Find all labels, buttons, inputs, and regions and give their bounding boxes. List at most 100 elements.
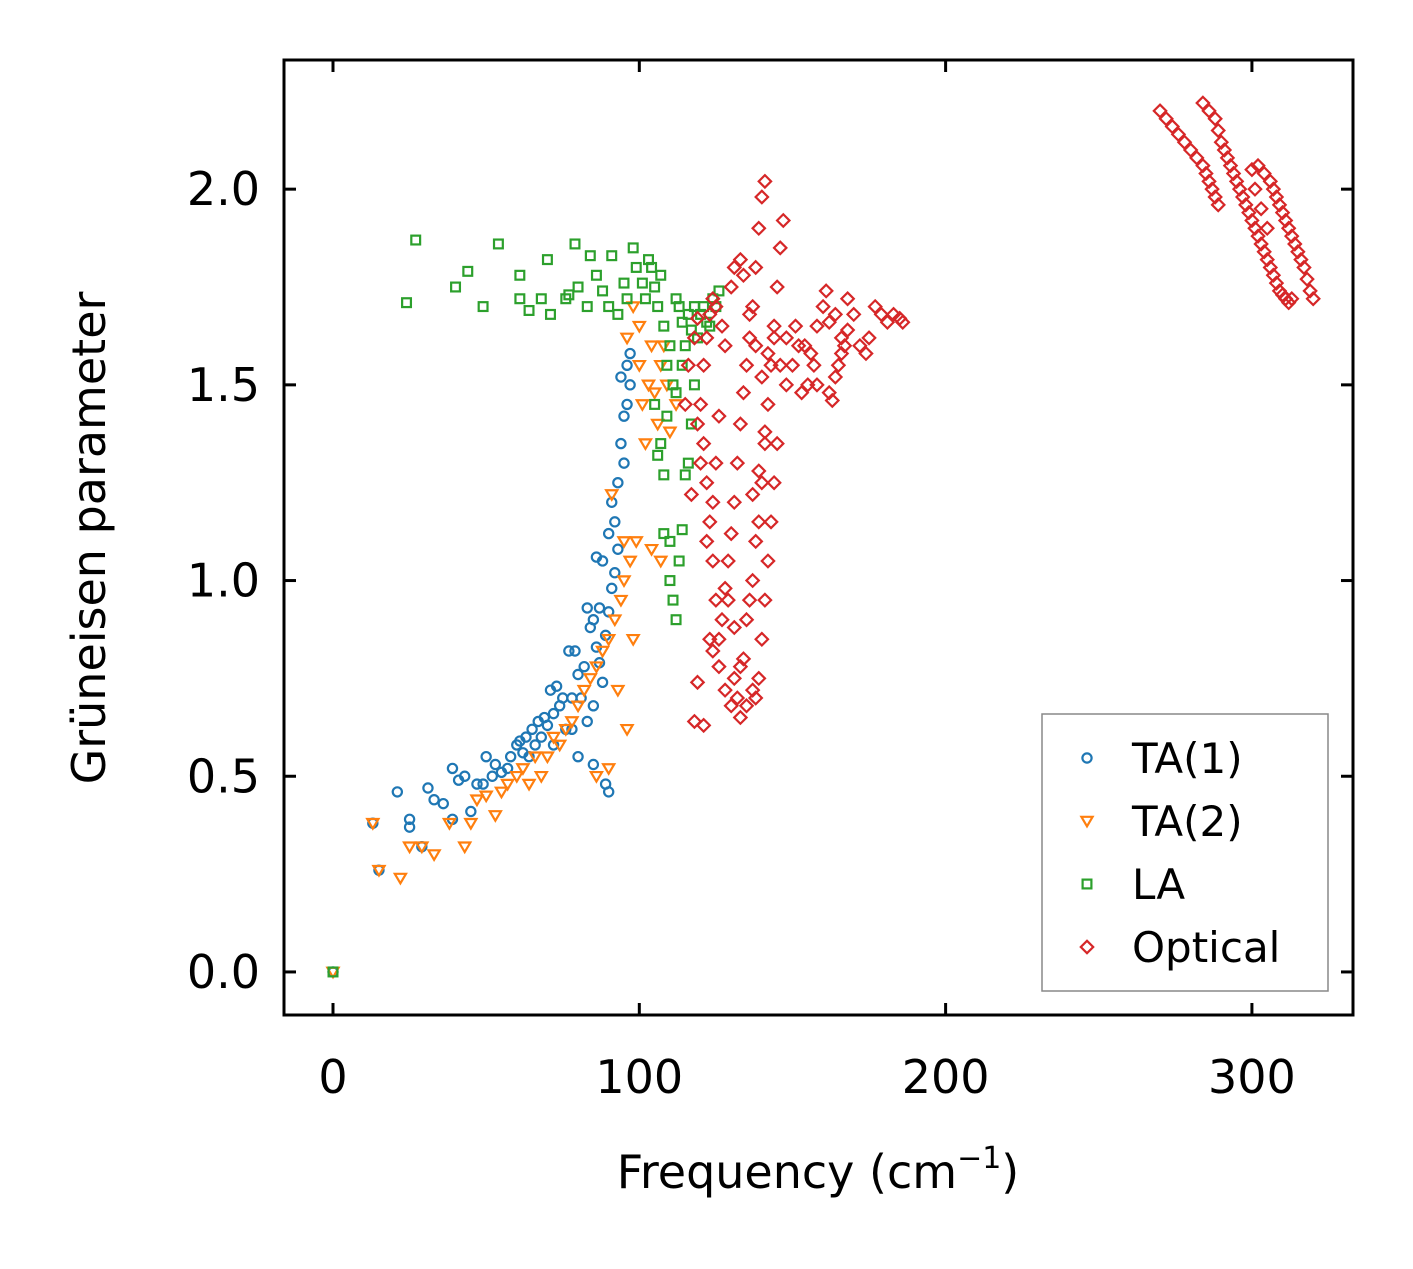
point-optical	[741, 306, 758, 323]
point-ta-2	[521, 778, 537, 792]
point-ta-2	[601, 763, 617, 776]
point-ta-2	[588, 661, 604, 675]
point-optical	[705, 553, 721, 569]
point-la	[627, 242, 639, 254]
point-optical	[757, 592, 773, 608]
legend-item-optical: Optical	[1079, 923, 1280, 972]
point-optical	[717, 682, 733, 698]
point-optical	[757, 173, 773, 190]
point-ta-1	[465, 805, 477, 818]
point-optical	[711, 408, 727, 424]
point-la	[630, 261, 642, 273]
point-ta-2	[647, 387, 663, 401]
point-optical	[763, 514, 779, 530]
point-ta-2	[619, 723, 635, 737]
point-optical	[741, 592, 758, 608]
point-ta-1	[618, 410, 630, 422]
point-ta-2	[392, 872, 408, 886]
point-ta-1	[550, 680, 563, 692]
point-ta-1	[606, 582, 618, 595]
point-optical	[732, 416, 749, 432]
point-ta-2	[576, 684, 592, 698]
point-la	[649, 398, 661, 410]
point-ta-2	[631, 320, 647, 334]
legend-item-la: LA	[1081, 860, 1185, 909]
series-la	[327, 234, 725, 978]
point-optical	[747, 337, 764, 354]
point-optical	[726, 670, 743, 687]
point-ta-2	[588, 770, 604, 784]
point-ta-2	[644, 340, 660, 354]
point-optical	[830, 357, 847, 374]
point-optical	[692, 396, 709, 413]
point-optical	[772, 240, 788, 256]
point-optical	[754, 369, 770, 385]
point-optical	[695, 357, 712, 374]
point-ta-2	[478, 790, 494, 804]
point-ta-1	[572, 750, 584, 763]
point-la	[646, 261, 658, 273]
point-ta-1	[587, 613, 600, 626]
point-la	[685, 418, 697, 430]
point-optical	[778, 330, 795, 346]
point-la	[327, 966, 339, 978]
point-optical	[757, 435, 773, 452]
point-optical	[738, 357, 755, 374]
point-optical	[760, 345, 776, 362]
point-la	[541, 254, 553, 266]
point-la	[569, 238, 581, 250]
point-la	[603, 301, 615, 313]
point-ta-1	[621, 398, 633, 411]
point-optical	[702, 514, 718, 530]
point-optical	[1207, 110, 1223, 127]
point-optical	[698, 474, 715, 491]
point-ta-2	[402, 841, 418, 855]
point-optical	[689, 674, 706, 691]
point-ta-1	[391, 786, 404, 798]
point-la	[450, 281, 462, 293]
point-ta-1	[547, 707, 560, 720]
point-ta-2	[650, 418, 666, 432]
point-ta-1	[471, 778, 483, 790]
point-ta-2	[622, 555, 638, 569]
point-la	[621, 293, 633, 305]
point-la	[658, 320, 670, 332]
point-optical	[744, 682, 761, 698]
point-optical	[787, 318, 804, 334]
legend-label: LA	[1132, 860, 1185, 909]
point-la	[523, 304, 535, 316]
point-la	[679, 340, 691, 352]
point-optical	[744, 572, 761, 589]
point-ta-2	[414, 841, 430, 855]
point-ta-2	[546, 731, 562, 745]
point-optical	[714, 318, 730, 334]
point-ta-2	[625, 301, 641, 315]
point-ta-2	[441, 817, 457, 831]
point-optical	[738, 611, 755, 628]
point-la	[676, 316, 688, 328]
point-ta-2	[616, 536, 632, 549]
point-optical	[1283, 290, 1300, 307]
point-ta-2	[604, 489, 620, 502]
point-ta-2	[515, 763, 531, 776]
legend-label: TA(2)	[1131, 797, 1243, 846]
x-tick-label: 200	[902, 1050, 990, 1104]
point-optical	[735, 267, 752, 284]
point-ta-2	[613, 594, 629, 608]
point-ta-1	[446, 762, 459, 775]
axis-ticks: 0 100 200 300 0.0 0.5 1.0 1.5 2.0	[187, 60, 1353, 1104]
point-optical	[689, 310, 706, 327]
point-ta-2	[500, 778, 516, 792]
point-optical	[751, 670, 767, 687]
point-optical	[796, 337, 813, 354]
point-la	[673, 301, 685, 313]
point-ta-2	[457, 841, 473, 855]
point-la	[679, 469, 691, 481]
point-optical	[861, 330, 877, 346]
point-optical	[714, 611, 730, 628]
point-la	[584, 250, 596, 262]
point-la	[612, 308, 624, 320]
point-ta-1	[535, 731, 547, 743]
point-optical	[824, 392, 841, 409]
point-la	[618, 277, 630, 289]
